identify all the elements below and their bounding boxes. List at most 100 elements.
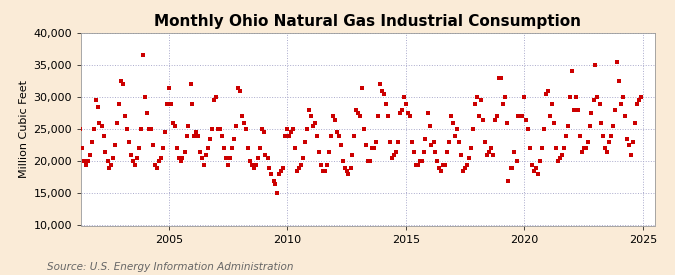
Point <box>381 101 392 106</box>
Point <box>292 169 302 173</box>
Point <box>610 108 620 112</box>
Point <box>153 159 164 164</box>
Point <box>319 169 330 173</box>
Point <box>120 114 131 119</box>
Point <box>252 156 263 160</box>
Point <box>298 156 308 160</box>
Point <box>323 150 334 154</box>
Point <box>396 108 407 112</box>
Point <box>404 114 415 119</box>
Point <box>171 146 182 151</box>
Point <box>282 127 293 131</box>
Point <box>535 159 545 164</box>
Point <box>92 104 103 109</box>
Point <box>513 114 524 119</box>
Point <box>576 150 587 154</box>
Point <box>179 150 190 154</box>
Point <box>256 127 267 131</box>
Point <box>108 156 119 160</box>
Point <box>157 146 168 151</box>
Point <box>181 133 192 138</box>
Point <box>308 124 319 128</box>
Point <box>580 146 591 151</box>
Point <box>454 140 464 144</box>
Point <box>462 162 472 167</box>
Point <box>236 114 247 119</box>
Point <box>529 169 540 173</box>
Point <box>97 124 107 128</box>
Point <box>491 114 502 119</box>
Point <box>430 150 441 154</box>
Point <box>598 133 609 138</box>
Point <box>608 124 619 128</box>
Point <box>76 146 87 151</box>
Point <box>487 153 498 157</box>
Point <box>495 76 506 80</box>
Point <box>268 178 279 183</box>
Point <box>537 146 547 151</box>
Point <box>622 137 632 141</box>
Point <box>632 101 643 106</box>
Point <box>272 191 283 196</box>
Point <box>264 166 275 170</box>
Point <box>369 146 379 151</box>
Point <box>626 153 637 157</box>
Point <box>126 153 136 157</box>
Point <box>438 162 449 167</box>
Point <box>102 159 113 164</box>
Point <box>406 140 417 144</box>
Point <box>296 162 306 167</box>
Point <box>177 156 188 160</box>
Point <box>304 108 315 112</box>
Point <box>78 159 89 164</box>
Point <box>347 153 358 157</box>
Y-axis label: Million Cubic Feet: Million Cubic Feet <box>19 80 29 178</box>
Point <box>151 166 162 170</box>
Point <box>410 162 421 167</box>
Point <box>583 140 593 144</box>
Point <box>485 146 496 151</box>
Point <box>331 130 342 135</box>
Point <box>549 121 560 125</box>
Point <box>578 146 589 151</box>
Point <box>630 121 641 125</box>
Point <box>343 172 354 176</box>
Point <box>489 117 500 122</box>
Point <box>416 159 427 164</box>
Text: Source: U.S. Energy Information Administration: Source: U.S. Energy Information Administ… <box>47 262 294 272</box>
Point <box>306 114 317 119</box>
Point <box>594 101 605 106</box>
Point <box>280 133 291 138</box>
Point <box>337 159 348 164</box>
Point <box>464 156 475 160</box>
Point <box>209 98 219 103</box>
Point <box>262 156 273 160</box>
Point <box>150 162 161 167</box>
Point <box>165 101 176 106</box>
Point <box>353 111 364 116</box>
Point <box>213 127 223 131</box>
Point <box>547 101 558 106</box>
Point <box>144 127 155 131</box>
Point <box>602 150 613 154</box>
Point <box>533 172 543 176</box>
Point <box>72 114 83 119</box>
Point <box>389 153 400 157</box>
Point <box>361 143 372 147</box>
Point <box>317 169 328 173</box>
Point <box>88 127 99 131</box>
Point <box>124 140 134 144</box>
Point <box>402 111 413 116</box>
Point <box>432 159 443 164</box>
Point <box>140 95 151 99</box>
Point <box>327 114 338 119</box>
Point <box>379 92 389 96</box>
Point <box>84 153 95 157</box>
Point <box>606 133 617 138</box>
Point <box>387 156 398 160</box>
Point <box>566 69 577 74</box>
Point <box>558 146 569 151</box>
Point <box>173 156 184 160</box>
Point <box>483 150 494 154</box>
Point <box>466 146 477 151</box>
